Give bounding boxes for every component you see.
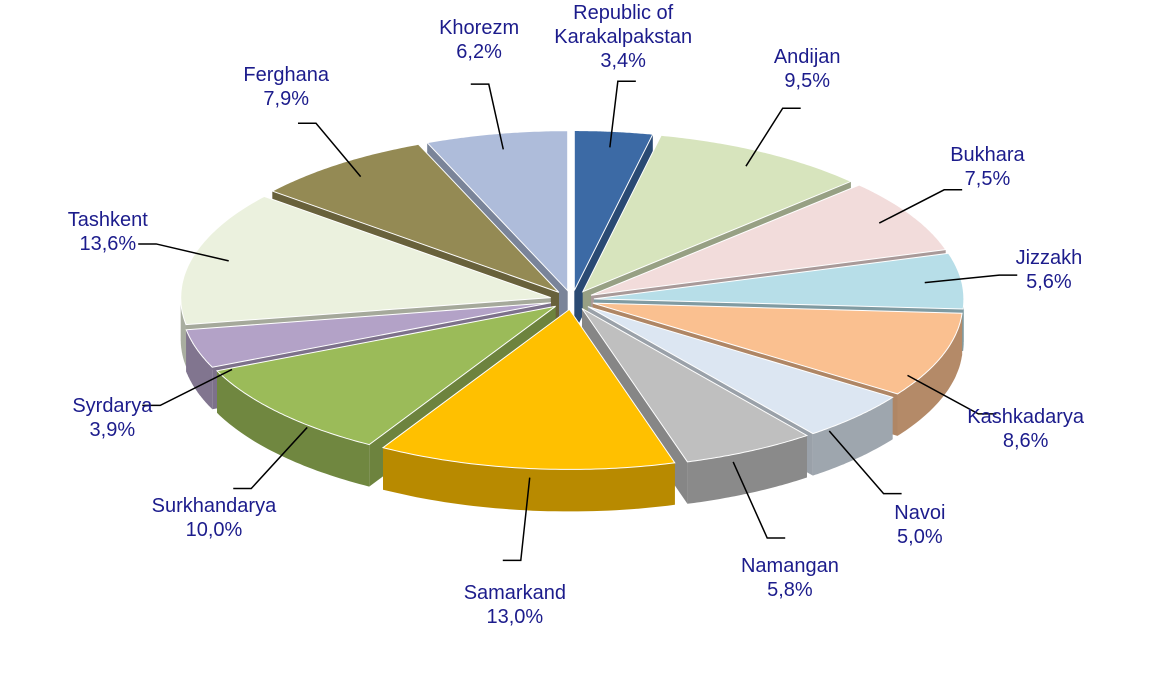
slice-top: [593, 252, 965, 310]
slice-label: Syrdarya 3,9%: [72, 394, 152, 442]
leader-line: [745, 107, 801, 167]
value-label: 13,0%: [486, 606, 544, 629]
slice-top: [587, 306, 894, 435]
slice-label: Samarkand 13,0%: [464, 581, 566, 629]
category-label: Navoi: [894, 501, 946, 524]
value-label: 3,4%: [600, 49, 646, 72]
slice-top: [573, 130, 654, 291]
slice-side-wall: [963, 298, 964, 351]
leader-line: [609, 80, 636, 148]
slice-label: Namangan 5,8%: [741, 554, 839, 602]
slice-side-wall: [186, 329, 213, 410]
slice-label: Tashkent 13,6%: [68, 208, 148, 256]
leader-line: [502, 477, 531, 562]
value-label: 3,9%: [89, 419, 136, 442]
leader-line: [732, 461, 786, 539]
leader-line: [142, 368, 233, 407]
leader-line: [878, 189, 963, 224]
slice-label: Bukhara 7,5%: [950, 143, 1025, 191]
category-label: Tashkent: [67, 209, 148, 232]
leader-line: [233, 426, 308, 490]
category-label: Namangan: [740, 555, 839, 578]
category-label: Bukhara: [950, 144, 1025, 167]
value-label: 7,9%: [263, 88, 309, 111]
slice-side-wall: [180, 297, 186, 367]
slice-side-wall: [897, 313, 963, 436]
slice-top: [426, 130, 569, 292]
slice-top: [581, 134, 853, 293]
leader-line: [828, 430, 902, 495]
category-label: Jizzakh: [1015, 247, 1083, 270]
leader-line: [297, 122, 362, 178]
slice-top: [592, 302, 963, 395]
value-label: 5,0%: [897, 525, 943, 548]
slice-side-wall: [812, 397, 893, 476]
slice-top: [185, 302, 551, 368]
slice-side-wall: [687, 435, 807, 504]
value-label: 6,2%: [456, 41, 502, 63]
value-label: 5,6%: [1026, 271, 1072, 294]
slice-label: Republic of Karakalpakstan 3,4%: [523, 1, 723, 73]
slice-label: Surkhandarya 10,0%: [152, 494, 277, 542]
slice-top: [180, 195, 551, 326]
slice-label: Navoi 5,0%: [894, 501, 945, 549]
leader-line: [470, 83, 505, 150]
leader-line: [138, 243, 229, 262]
value-label: 9,5%: [784, 69, 830, 92]
value-label: 13,6%: [79, 233, 137, 256]
value-label: 5,8%: [767, 579, 813, 602]
category-label: Ferghana: [243, 64, 330, 87]
category-label: Surkhandarya: [151, 495, 277, 518]
slice-label: Kashkadarya 8,6%: [967, 405, 1084, 453]
slice-top: [590, 184, 947, 296]
slice-top: [271, 143, 560, 293]
slice-top: [215, 305, 556, 446]
leader-line: [907, 374, 997, 415]
value-label: 8,6%: [1002, 429, 1049, 452]
slice-label: Ferghana 7,9%: [243, 63, 329, 111]
slice-label: Khorezm 6,2%: [439, 16, 519, 64]
slice-label: Andijan 9,5%: [774, 45, 841, 93]
value-label: 10,0%: [185, 519, 243, 542]
leader-line: [924, 274, 1018, 284]
slice-label: Jizzakh 5,6%: [1016, 246, 1083, 294]
slice-top: [581, 308, 809, 463]
category-label: Republic of Karakalpakstan: [554, 1, 693, 48]
category-label: Khorezm: [439, 17, 520, 39]
category-label: Andijan: [773, 45, 841, 68]
category-label: Kashkadarya: [967, 405, 1084, 428]
category-label: Samarkand: [463, 582, 566, 605]
category-label: Syrdarya: [72, 395, 153, 418]
value-label: 7,5%: [964, 168, 1011, 191]
slice-top: [381, 308, 676, 470]
